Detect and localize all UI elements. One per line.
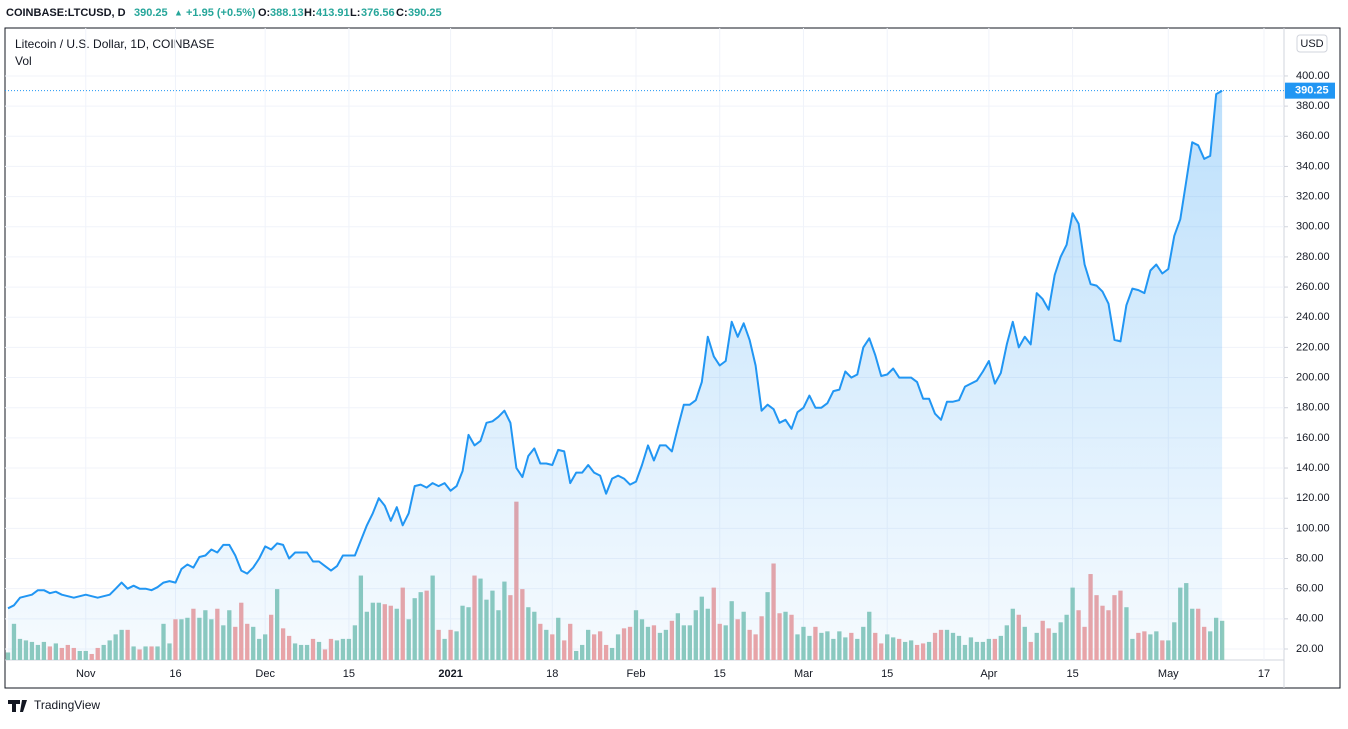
y-tick-label: 20.00	[1296, 643, 1324, 655]
currency-box[interactable]	[1296, 34, 1328, 53]
y-tick-label: 40.00	[1296, 613, 1324, 625]
x-tick-label: Nov	[76, 668, 96, 680]
low: 376.56	[361, 7, 395, 19]
x-tick-label: 15	[714, 668, 726, 680]
open: 388.13	[270, 7, 304, 19]
x-tick-label: 2021	[438, 668, 462, 680]
o-label: O:	[258, 7, 270, 19]
y-tick-label: 60.00	[1296, 583, 1324, 595]
l-label: L:	[350, 7, 360, 19]
y-tick-label: 300.00	[1296, 221, 1330, 233]
chart-title: Litecoin / U.S. Dollar, 1D, COINBASE	[15, 37, 214, 51]
x-tick-label: Mar	[794, 668, 813, 680]
x-tick-label: Feb	[627, 668, 646, 680]
y-tick-label: 380.00	[1296, 100, 1330, 112]
high: 413.91	[316, 7, 350, 19]
close: 390.25	[408, 7, 442, 19]
symbol: COINBASE:LTCUSD, D	[6, 7, 126, 19]
currency[interactable]: USD	[1300, 38, 1323, 50]
y-tick-label: 220.00	[1296, 341, 1330, 353]
x-tick-label: 15	[881, 668, 893, 680]
x-tick-label: 15	[1066, 668, 1078, 680]
y-tick-label: 160.00	[1296, 432, 1330, 444]
y-tick-label: 120.00	[1296, 492, 1330, 504]
footer-logo: TradingView	[34, 698, 100, 712]
x-tick-label: May	[1158, 668, 1179, 680]
plot: Nov 16 Dec 15 2021 18 Feb 15 Mar 15 Apr 15 May 17 20.0…	[5, 28, 1335, 680]
y-tick-label: 140.00	[1296, 462, 1330, 474]
x-tick-label: Apr	[980, 668, 997, 680]
y-tick-label: 320.00	[1296, 190, 1330, 202]
area	[8, 90, 1223, 660]
x-tick-label: 18	[546, 668, 558, 680]
x-tick-label: 17	[1258, 668, 1270, 680]
y-tick-label: 100.00	[1296, 522, 1330, 534]
h-label: H:	[304, 7, 316, 19]
y-tick-label: 340.00	[1296, 160, 1330, 172]
x-tick-label: 16	[169, 668, 181, 680]
change: +1.95 (+0.5%)	[186, 7, 256, 19]
y-tick-label: 260.00	[1296, 281, 1330, 293]
volume-label: Vol	[15, 54, 32, 68]
x-tick-label: 15	[343, 668, 355, 680]
y-tick-label: 200.00	[1296, 371, 1330, 383]
y-tick-label: 360.00	[1296, 130, 1330, 142]
c-label: C:	[396, 7, 408, 19]
y-tick-label: 240.00	[1296, 311, 1330, 323]
last: 390.25	[134, 7, 168, 19]
x-tick-label: Dec	[255, 668, 275, 680]
price-line	[7, 89, 1223, 610]
last-price-box	[1285, 82, 1335, 99]
y-tick-label: 80.00	[1296, 552, 1324, 564]
logo-icon	[8, 700, 27, 712]
frame	[4, 27, 1341, 689]
y-tick-label: 180.00	[1296, 402, 1330, 414]
header: COINBASE:LTCUSD, D 390.25 +1.95 (+0.5%) …	[6, 7, 442, 19]
up-arrow: ▲	[174, 7, 183, 17]
y-tick-label: 280.00	[1296, 251, 1330, 263]
y-tick-label: 400.00	[1296, 70, 1330, 82]
last-price-label: 390.25	[1295, 85, 1329, 97]
volume-bar	[1219, 620, 1225, 660]
